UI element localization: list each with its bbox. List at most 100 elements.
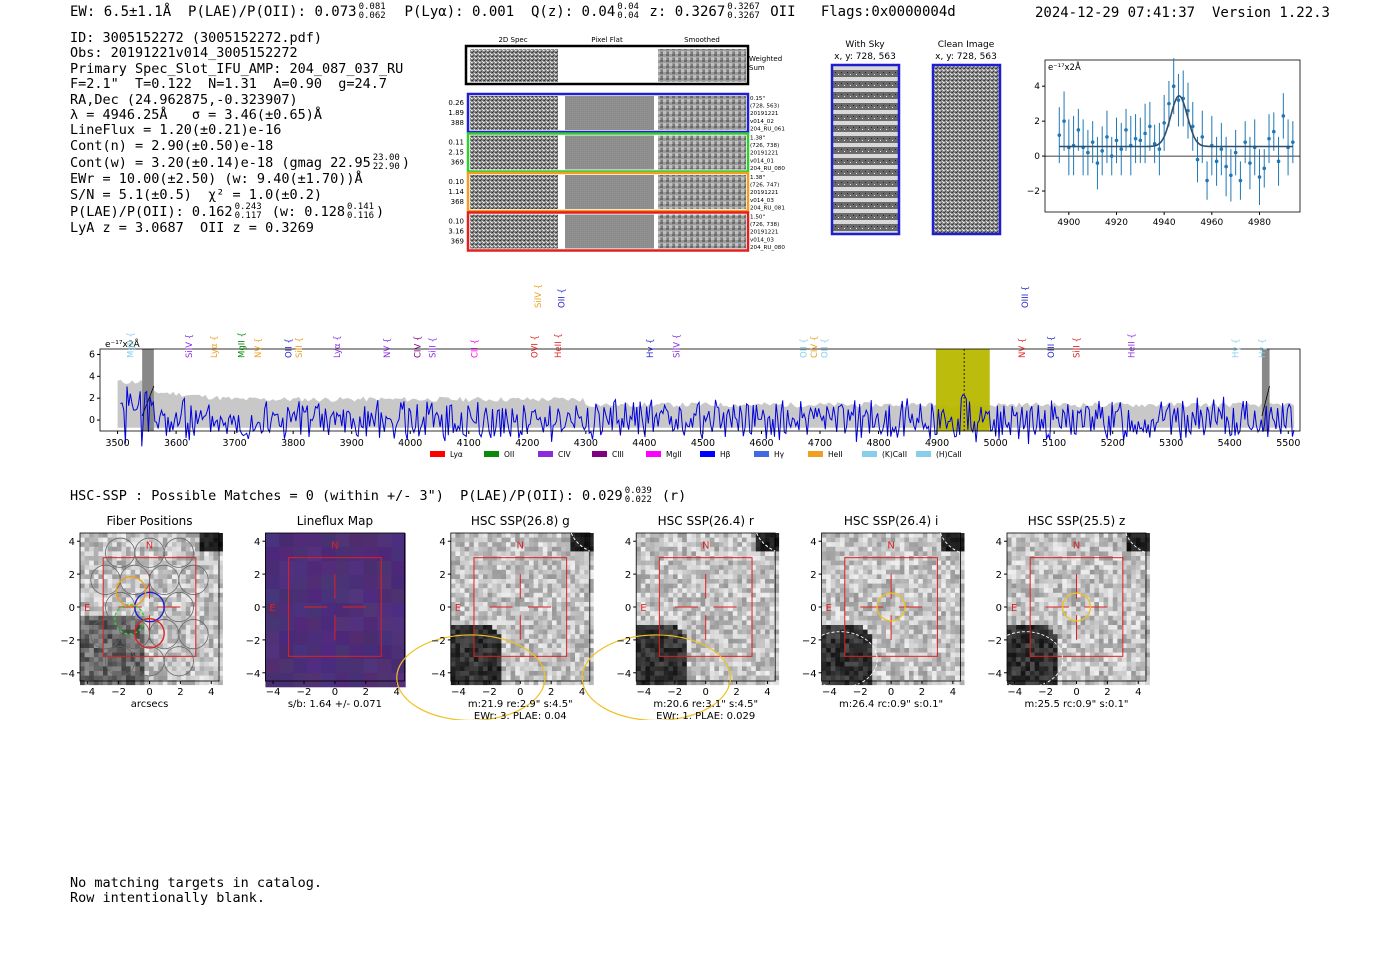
zoom-data-point bbox=[1238, 178, 1243, 183]
fiber-row-note: 1.38" bbox=[750, 175, 765, 181]
fiber-row-stat: 369 bbox=[451, 238, 464, 246]
spectrum-x-tick-label: 4100 bbox=[457, 438, 481, 449]
zoom-data-point bbox=[1171, 84, 1176, 89]
image-panel-g bbox=[450, 533, 594, 686]
spectrum-x-tick-label: 4800 bbox=[866, 438, 890, 449]
north-label: N bbox=[702, 541, 709, 552]
info-sn: S/N = 5.1(±0.5) χ² = 1.0(±0.2) bbox=[70, 186, 322, 203]
fiber-row-frame bbox=[466, 171, 750, 213]
info-params: F=2.1" T=0.122 N=1.31 A=0.90 g=24.7 bbox=[70, 76, 387, 93]
fiber-row-frame bbox=[466, 92, 750, 134]
image-x-tick-label: −2 bbox=[667, 687, 682, 698]
z-line: OII bbox=[770, 4, 796, 20]
zoom-data-point bbox=[1200, 135, 1205, 139]
zoom-data-point bbox=[1214, 159, 1219, 164]
with-sky-image bbox=[830, 63, 901, 236]
zoom-gaussian-fit bbox=[1059, 95, 1293, 148]
zoom-data-point bbox=[1095, 161, 1100, 165]
spectrum-x-tick-label: 4700 bbox=[808, 438, 832, 449]
image-x-tick-label: −4 bbox=[80, 687, 95, 698]
fiber-row-note: 1.50" bbox=[750, 215, 765, 221]
version: Version 1.22.3 bbox=[1211, 5, 1330, 21]
ew-value: EW: 6.5±1.1Å bbox=[70, 4, 172, 20]
spectrum-y-tick-label: 6 bbox=[89, 349, 95, 360]
image-y-tick-label: −2 bbox=[60, 636, 75, 647]
fiber-row-note: v014_03 bbox=[750, 237, 774, 243]
line-id-label: Lyα { bbox=[333, 335, 343, 358]
image-panel-title: Lineflux Map bbox=[297, 514, 373, 528]
zoom-data-point bbox=[1157, 147, 1162, 151]
line-id-label: OIII { bbox=[1021, 286, 1031, 308]
image-y-tick-label: −4 bbox=[60, 669, 75, 680]
legend-label: Hβ bbox=[720, 450, 731, 459]
line-id-label: NV { bbox=[254, 338, 264, 358]
fiber-pixel-flat bbox=[565, 96, 654, 130]
fiber-row-frame bbox=[466, 211, 750, 252]
image-panel-title: Fiber Positions bbox=[106, 514, 192, 528]
image-x-tick-label: −4 bbox=[822, 687, 837, 698]
image-y-tick-label: 0 bbox=[69, 603, 75, 614]
zoom-data-point bbox=[1100, 149, 1104, 153]
image-y-tick-label: 2 bbox=[625, 570, 631, 581]
zoom-data-point bbox=[1138, 138, 1143, 143]
zoom-data-point bbox=[1271, 129, 1276, 134]
image-x-tick-label: −4 bbox=[451, 687, 466, 698]
spectrum-frame bbox=[99, 348, 1301, 432]
line-id-label: Lyα { bbox=[210, 335, 220, 358]
image-x-tick-label: 4 bbox=[764, 687, 770, 698]
zoom-data-point bbox=[1243, 140, 1247, 144]
neighbor-ellipse bbox=[1125, 532, 1147, 554]
catalog-footer: No matching targets in catalog. Row inte… bbox=[70, 876, 322, 906]
fiber-row-note: (726, 738) bbox=[750, 143, 779, 149]
weighted-sum-label: Sum bbox=[749, 64, 765, 72]
zoom-data-point bbox=[1233, 150, 1238, 155]
zoom-data-point bbox=[1205, 178, 1209, 183]
line-id-label: NV { bbox=[383, 338, 393, 358]
spectrum-x-tick-label: 5300 bbox=[1159, 438, 1183, 449]
footer-line-1: No matching targets in catalog. bbox=[70, 875, 322, 891]
image-x-tick-label: 0 bbox=[888, 687, 894, 698]
weighted-sum-label: Weighted bbox=[749, 55, 782, 63]
image-panel-title: HSC SSP(26.4) i bbox=[844, 514, 939, 528]
fiber-row-note: v014_03 bbox=[750, 198, 774, 204]
fiber-row-frame bbox=[466, 132, 750, 173]
zoom-data-point bbox=[1186, 108, 1190, 113]
line-id-label: SiII { bbox=[1072, 337, 1082, 358]
image-x-tick-label: 0 bbox=[1073, 687, 1079, 698]
weighted-smoothed bbox=[658, 49, 746, 82]
image-y-tick-label: −2 bbox=[246, 636, 261, 647]
zoom-data-point bbox=[1257, 175, 1262, 179]
east-label: E bbox=[1011, 603, 1017, 614]
fiber-circle bbox=[163, 646, 194, 677]
image-y-tick-label: 0 bbox=[810, 603, 816, 614]
zoom-data-point bbox=[1090, 140, 1095, 144]
zoom-data-point bbox=[1119, 147, 1124, 151]
fiber-row-stat: 1.14 bbox=[448, 188, 464, 196]
image-y-tick-label: 2 bbox=[810, 570, 816, 581]
line-id-label: HeII { bbox=[1127, 333, 1137, 358]
zoom-x-tick-label: 4920 bbox=[1105, 218, 1128, 228]
image-x-tick-label: 4 bbox=[950, 687, 956, 698]
zoom-x-tick-label: 4900 bbox=[1057, 218, 1080, 228]
image-y-tick-label: −4 bbox=[802, 669, 817, 680]
flags-value: Flags:0x0000004d bbox=[820, 4, 956, 20]
north-label: N bbox=[331, 541, 338, 552]
fiber-row-note: (726, 747) bbox=[750, 183, 779, 189]
timestamp: 2024-12-29 07:41:37 bbox=[1034, 5, 1196, 21]
image-y-tick-label: 4 bbox=[69, 537, 75, 548]
zoom-data-point bbox=[1229, 173, 1233, 178]
line-id-label: MgII { bbox=[126, 332, 136, 358]
legend-label: Hγ bbox=[774, 450, 785, 459]
north-label: N bbox=[1073, 541, 1080, 552]
spectrum-x-tick-label: 4200 bbox=[515, 438, 539, 449]
zoom-data-point bbox=[1148, 124, 1152, 129]
image-y-tick-label: 4 bbox=[625, 537, 631, 548]
header-bar: EW: 6.5±1.1Å P(LAE)/P(OII): 0.073 0.081 0.… bbox=[70, 3, 956, 21]
image-caption: m:21.9 re:2.9" s:4.5" bbox=[468, 699, 573, 710]
info-lineflux: LineFlux = 1.20(±0.21)e-16 bbox=[70, 122, 282, 139]
zoom-unit-label: e⁻¹⁷x2Å bbox=[1048, 61, 1081, 73]
zoom-data-point bbox=[1262, 166, 1267, 171]
fiber-row-note: 204_RU_080 bbox=[750, 245, 785, 251]
fiber-circle bbox=[178, 619, 209, 650]
